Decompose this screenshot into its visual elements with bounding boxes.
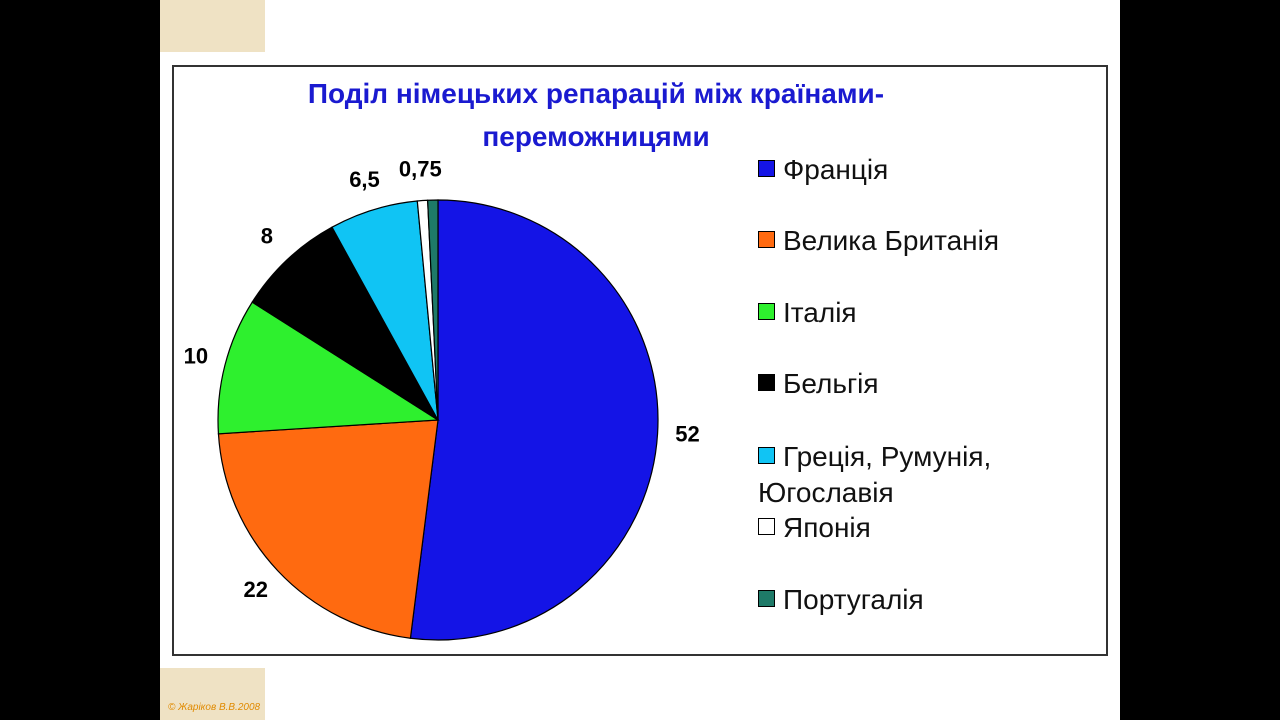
data-label: 10 bbox=[184, 344, 208, 369]
legend-label: Бельгія bbox=[783, 368, 879, 399]
chart-title: Поділ німецьких репарацій між країнами- bbox=[308, 78, 884, 109]
data-label: 6,5 bbox=[349, 167, 380, 192]
chart-title: переможницями bbox=[482, 121, 709, 152]
legend-swatch bbox=[758, 160, 775, 177]
pie-slice bbox=[427, 199, 439, 421]
legend-entry: Португалія bbox=[758, 582, 1058, 618]
pie-slice bbox=[251, 226, 439, 421]
legend-entry: Японія bbox=[758, 510, 1058, 546]
legend-label: Португалія bbox=[783, 584, 924, 615]
legend-entry: Греція, Румунія, Югославія bbox=[758, 439, 1058, 511]
legend-entry: Велика Британія bbox=[758, 223, 1058, 259]
data-label: 22 bbox=[244, 577, 268, 602]
corner bbox=[160, 668, 265, 720]
pie-slice bbox=[217, 301, 440, 435]
data-label: 0,75 bbox=[399, 156, 442, 181]
corner bbox=[160, 0, 265, 52]
legend-entry: Бельгія bbox=[758, 366, 1058, 402]
data-label: 52 bbox=[675, 422, 699, 447]
legend-label: Японія bbox=[783, 512, 871, 543]
legend-swatch bbox=[758, 590, 775, 607]
legend-swatch bbox=[758, 447, 775, 464]
legend-label: Греція, Румунія, Югославія bbox=[758, 441, 992, 508]
legend-swatch bbox=[758, 231, 775, 248]
legend-entry: Франція bbox=[758, 152, 1058, 188]
legend-label: Велика Британія bbox=[783, 225, 1000, 256]
legend-swatch bbox=[758, 518, 775, 535]
legend-label: Франція bbox=[783, 154, 889, 185]
pie-slice bbox=[409, 199, 659, 641]
legend-swatch bbox=[758, 303, 775, 320]
data-label: 8 bbox=[261, 224, 273, 249]
footer: © Жаріков В.В.2008 bbox=[168, 702, 261, 713]
pie-slice bbox=[217, 419, 439, 639]
legend-entry: Італія bbox=[758, 295, 1058, 331]
legend-label: Італія bbox=[783, 297, 857, 328]
legend-swatch bbox=[758, 374, 775, 391]
